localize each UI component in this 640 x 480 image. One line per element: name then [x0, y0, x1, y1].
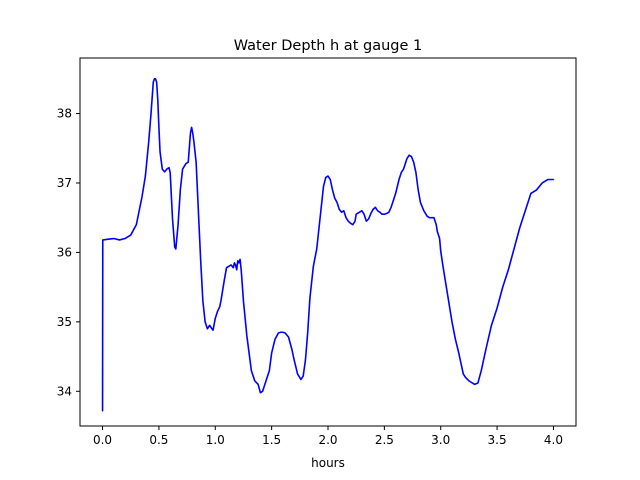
x-tick-label-0: 0.0	[93, 433, 112, 447]
x-tick-label-8: 4.0	[544, 433, 563, 447]
x-tick-label-3: 1.5	[262, 433, 281, 447]
x-tick-label-5: 2.5	[375, 433, 394, 447]
y-tick-label-3: 37	[57, 176, 72, 190]
x-tick-label-2: 1.0	[206, 433, 225, 447]
series-line-0	[101, 78, 555, 412]
y-tick-label-0: 34	[57, 384, 72, 398]
series-layer	[101, 78, 555, 412]
chart-title: Water Depth h at gauge 1	[234, 38, 422, 54]
y-tick-label-2: 36	[57, 245, 72, 259]
y-tick-label-1: 35	[57, 315, 72, 329]
x-axis-ticks: 0.0 0.5 1.0 1.5 2.0 2.5 3.0 3.5 4.0	[93, 426, 563, 447]
x-tick-label-7: 3.5	[488, 433, 507, 447]
x-axis-label: hours	[311, 456, 345, 470]
y-tick-label-4: 38	[57, 107, 72, 121]
y-axis-ticks: 34 35 36 37 38	[57, 107, 80, 398]
x-tick-label-6: 3.0	[431, 433, 450, 447]
x-tick-label-4: 2.0	[318, 433, 337, 447]
x-tick-label-1: 0.5	[149, 433, 168, 447]
